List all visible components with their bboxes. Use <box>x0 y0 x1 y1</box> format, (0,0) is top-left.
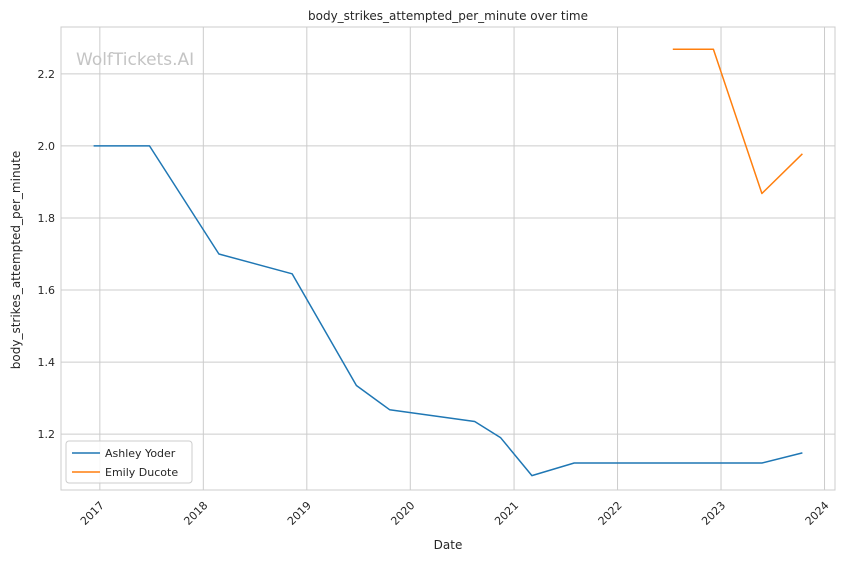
chart-title: body_strikes_attempted_per_minute over t… <box>308 9 588 23</box>
legend-label-ashley-yoder: Ashley Yoder <box>105 447 176 460</box>
y-tick-label: 1.4 <box>38 356 56 369</box>
y-axis-label: body_strikes_attempted_per_minute <box>9 151 23 369</box>
legend-label-emily-ducote: Emily Ducote <box>105 466 178 479</box>
series-lines <box>93 48 803 477</box>
watermark-text: WolfTickets.AI <box>76 50 194 70</box>
y-tick-label: 2.2 <box>38 68 56 81</box>
plot-frame <box>60 26 836 491</box>
series-line-ashley-yoder <box>93 145 803 477</box>
y-axis-ticks: 1.2 1.4 1.6 1.8 2.0 2.2 <box>38 68 56 441</box>
x-axis-label: Date <box>434 538 463 552</box>
y-tick-label: 1.6 <box>38 284 56 297</box>
plot-border <box>60 26 836 491</box>
grid-lines <box>61 27 835 490</box>
series-line-emily-ducote <box>672 48 803 195</box>
plot-area <box>61 27 835 490</box>
y-tick-label: 1.8 <box>38 212 56 225</box>
y-tick-label: 2.0 <box>38 140 56 153</box>
legend: Ashley Yoder Emily Ducote <box>65 440 193 484</box>
y-tick-label: 1.2 <box>38 428 56 441</box>
